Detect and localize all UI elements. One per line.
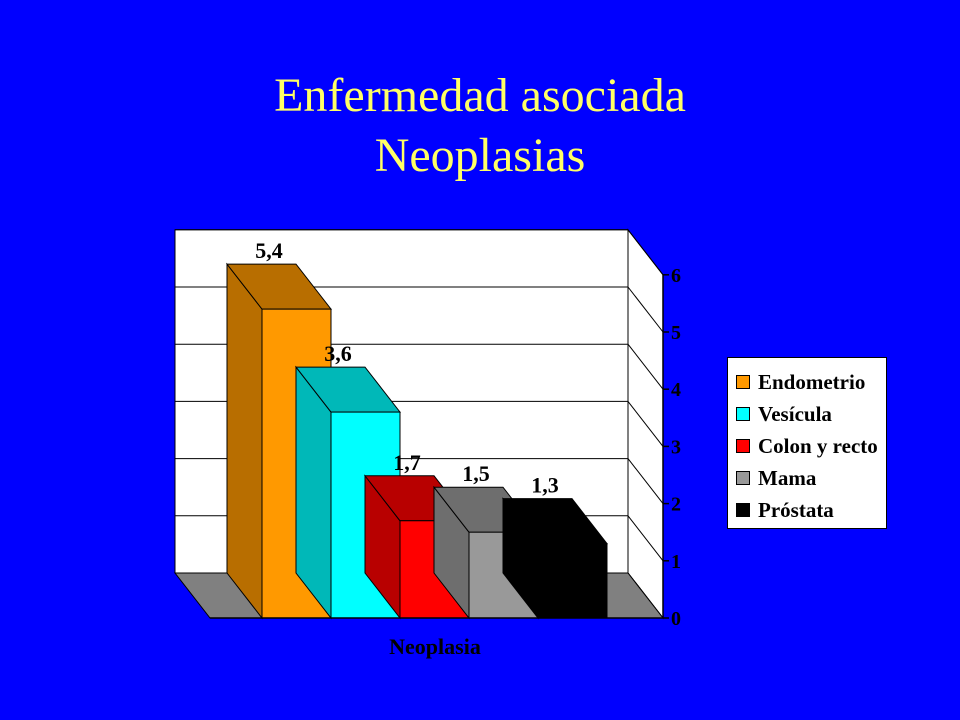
gridline-side xyxy=(627,458,664,504)
legend-item: Endometrio xyxy=(736,366,886,398)
y-tick-label: 0 xyxy=(671,608,681,630)
bar-5 xyxy=(537,543,608,619)
chart-legend: Endometrio Vesícula Colon y recto Mama Próst… xyxy=(727,357,887,529)
legend-label: Vesícula xyxy=(758,401,832,426)
legend-swatch xyxy=(736,375,750,389)
data-label-2: 3,6 xyxy=(324,341,352,366)
legend-item: Próstata xyxy=(736,494,886,526)
legend-label: Próstata xyxy=(758,497,834,522)
legend-item: Vesícula xyxy=(736,398,886,430)
y-tick-label: 4 xyxy=(671,379,681,401)
x-axis-title: Neoplasia xyxy=(389,634,481,659)
y-tick-label: 6 xyxy=(671,265,681,287)
y-tick-label: 1 xyxy=(671,551,681,573)
gridline-side xyxy=(627,286,664,333)
data-label-3: 1,7 xyxy=(393,450,421,475)
bar-side-1 xyxy=(226,262,263,620)
legend-swatch xyxy=(736,407,750,421)
legend-swatch xyxy=(736,503,750,517)
gridline-side xyxy=(627,343,664,390)
y-tick-label: 2 xyxy=(671,494,681,516)
y-tick-label: 5 xyxy=(671,322,681,344)
slide-title: Enfermedad asociada Neoplasias xyxy=(0,66,960,186)
title-line-2: Neoplasias xyxy=(374,129,586,182)
y-tick-label: 3 xyxy=(671,436,681,458)
data-label-4: 1,5 xyxy=(462,461,490,486)
gridline-side xyxy=(627,515,664,562)
legend-label: Colon y recto xyxy=(758,433,878,458)
legend-label: Mama xyxy=(758,465,817,490)
data-label-1: 5,4 xyxy=(255,238,283,263)
legend-item: Mama xyxy=(736,462,886,494)
gridline-side xyxy=(627,401,664,447)
legend-swatch xyxy=(736,439,750,453)
title-line-1: Enfermedad asociada xyxy=(274,69,686,122)
legend-item: Colon y recto xyxy=(736,430,886,462)
gridline-side xyxy=(627,229,664,276)
legend-label: Endometrio xyxy=(758,369,866,394)
data-label-5: 1,3 xyxy=(531,473,559,498)
legend-swatch xyxy=(736,471,750,485)
